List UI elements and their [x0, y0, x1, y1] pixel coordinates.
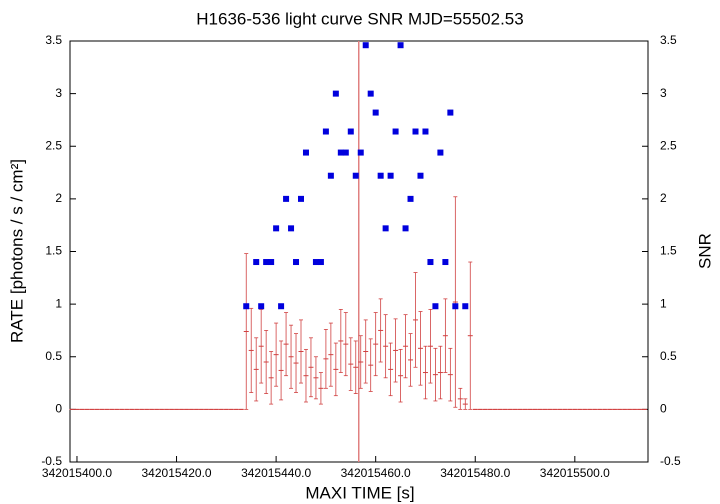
snr-point: [243, 303, 250, 310]
y-tick-label: 1.5: [45, 244, 62, 258]
chart-title: H1636-536 light curve SNR MJD=55502.53: [196, 9, 523, 28]
y2-tick-label: -0.5: [660, 454, 681, 468]
snr-point: [392, 128, 399, 135]
y2-tick-label: 2.5: [660, 138, 677, 152]
y-tick-label: 3: [55, 86, 62, 100]
snr-point: [342, 149, 349, 156]
x-tick-label: 342015500.0: [540, 466, 610, 480]
snr-point: [273, 225, 280, 232]
snr-point: [427, 259, 434, 266]
snr-point: [447, 109, 454, 116]
snr-point: [367, 90, 374, 97]
y2-axis-label: SNR: [695, 233, 714, 269]
snr-point: [253, 259, 260, 266]
y-tick-label: 1: [55, 296, 62, 310]
snr-point: [412, 128, 419, 135]
snr-point: [337, 149, 344, 156]
snr-point: [397, 42, 404, 49]
snr-point: [278, 303, 285, 310]
y2-tick-label: 1.5: [660, 244, 677, 258]
y-tick-label: 0.5: [45, 349, 62, 363]
x-tick-label: 342015480.0: [440, 466, 510, 480]
snr-point: [377, 172, 384, 179]
snr-point: [293, 259, 300, 266]
y-axis-label: RATE [photons / s / cm²]: [7, 159, 26, 343]
y-tick-label: -0.5: [41, 454, 62, 468]
y2-tick-label: 0: [660, 402, 667, 416]
snr-point: [352, 172, 359, 179]
y-tick-label: 0: [55, 402, 62, 416]
snr-point: [347, 128, 354, 135]
snr-point: [298, 195, 305, 202]
snr-point: [387, 172, 394, 179]
snr-point: [312, 259, 319, 266]
x-tick-label: 342015400.0: [42, 466, 112, 480]
snr-point: [327, 172, 334, 179]
snr-point: [322, 128, 329, 135]
snr-point: [283, 195, 290, 202]
x-axis-label: MAXI TIME [s]: [305, 483, 414, 502]
snr-point: [452, 303, 459, 310]
snr-point: [357, 149, 364, 156]
x-tick-label: 342015420.0: [142, 466, 212, 480]
snr-point: [362, 42, 369, 49]
snr-point: [382, 225, 389, 232]
snr-point: [422, 128, 429, 135]
snr-point: [417, 172, 424, 179]
snr-point: [462, 303, 469, 310]
y2-tick-label: 2: [660, 191, 667, 205]
snr-point: [263, 259, 270, 266]
snr-point: [332, 90, 339, 97]
snr-point: [372, 109, 379, 116]
y2-tick-label: 3: [660, 86, 667, 100]
snr-point: [288, 225, 295, 232]
x-tick-label: 342015460.0: [341, 466, 411, 480]
snr-point: [402, 225, 409, 232]
y-tick-label: 2.5: [45, 138, 62, 152]
y2-tick-label: 3.5: [660, 33, 677, 47]
y-tick-label: 2: [55, 191, 62, 205]
y-tick-label: 3.5: [45, 33, 62, 47]
snr-point: [317, 259, 324, 266]
snr-point: [268, 259, 275, 266]
snr-point: [437, 149, 444, 156]
x-tick-label: 342015440.0: [241, 466, 311, 480]
y2-tick-label: 1: [660, 296, 667, 310]
snr-point: [432, 303, 439, 310]
y2-tick-label: 0.5: [660, 349, 677, 363]
snr-point: [407, 195, 414, 202]
snr-point: [258, 303, 265, 310]
snr-point: [302, 149, 309, 156]
snr-point: [442, 259, 449, 266]
